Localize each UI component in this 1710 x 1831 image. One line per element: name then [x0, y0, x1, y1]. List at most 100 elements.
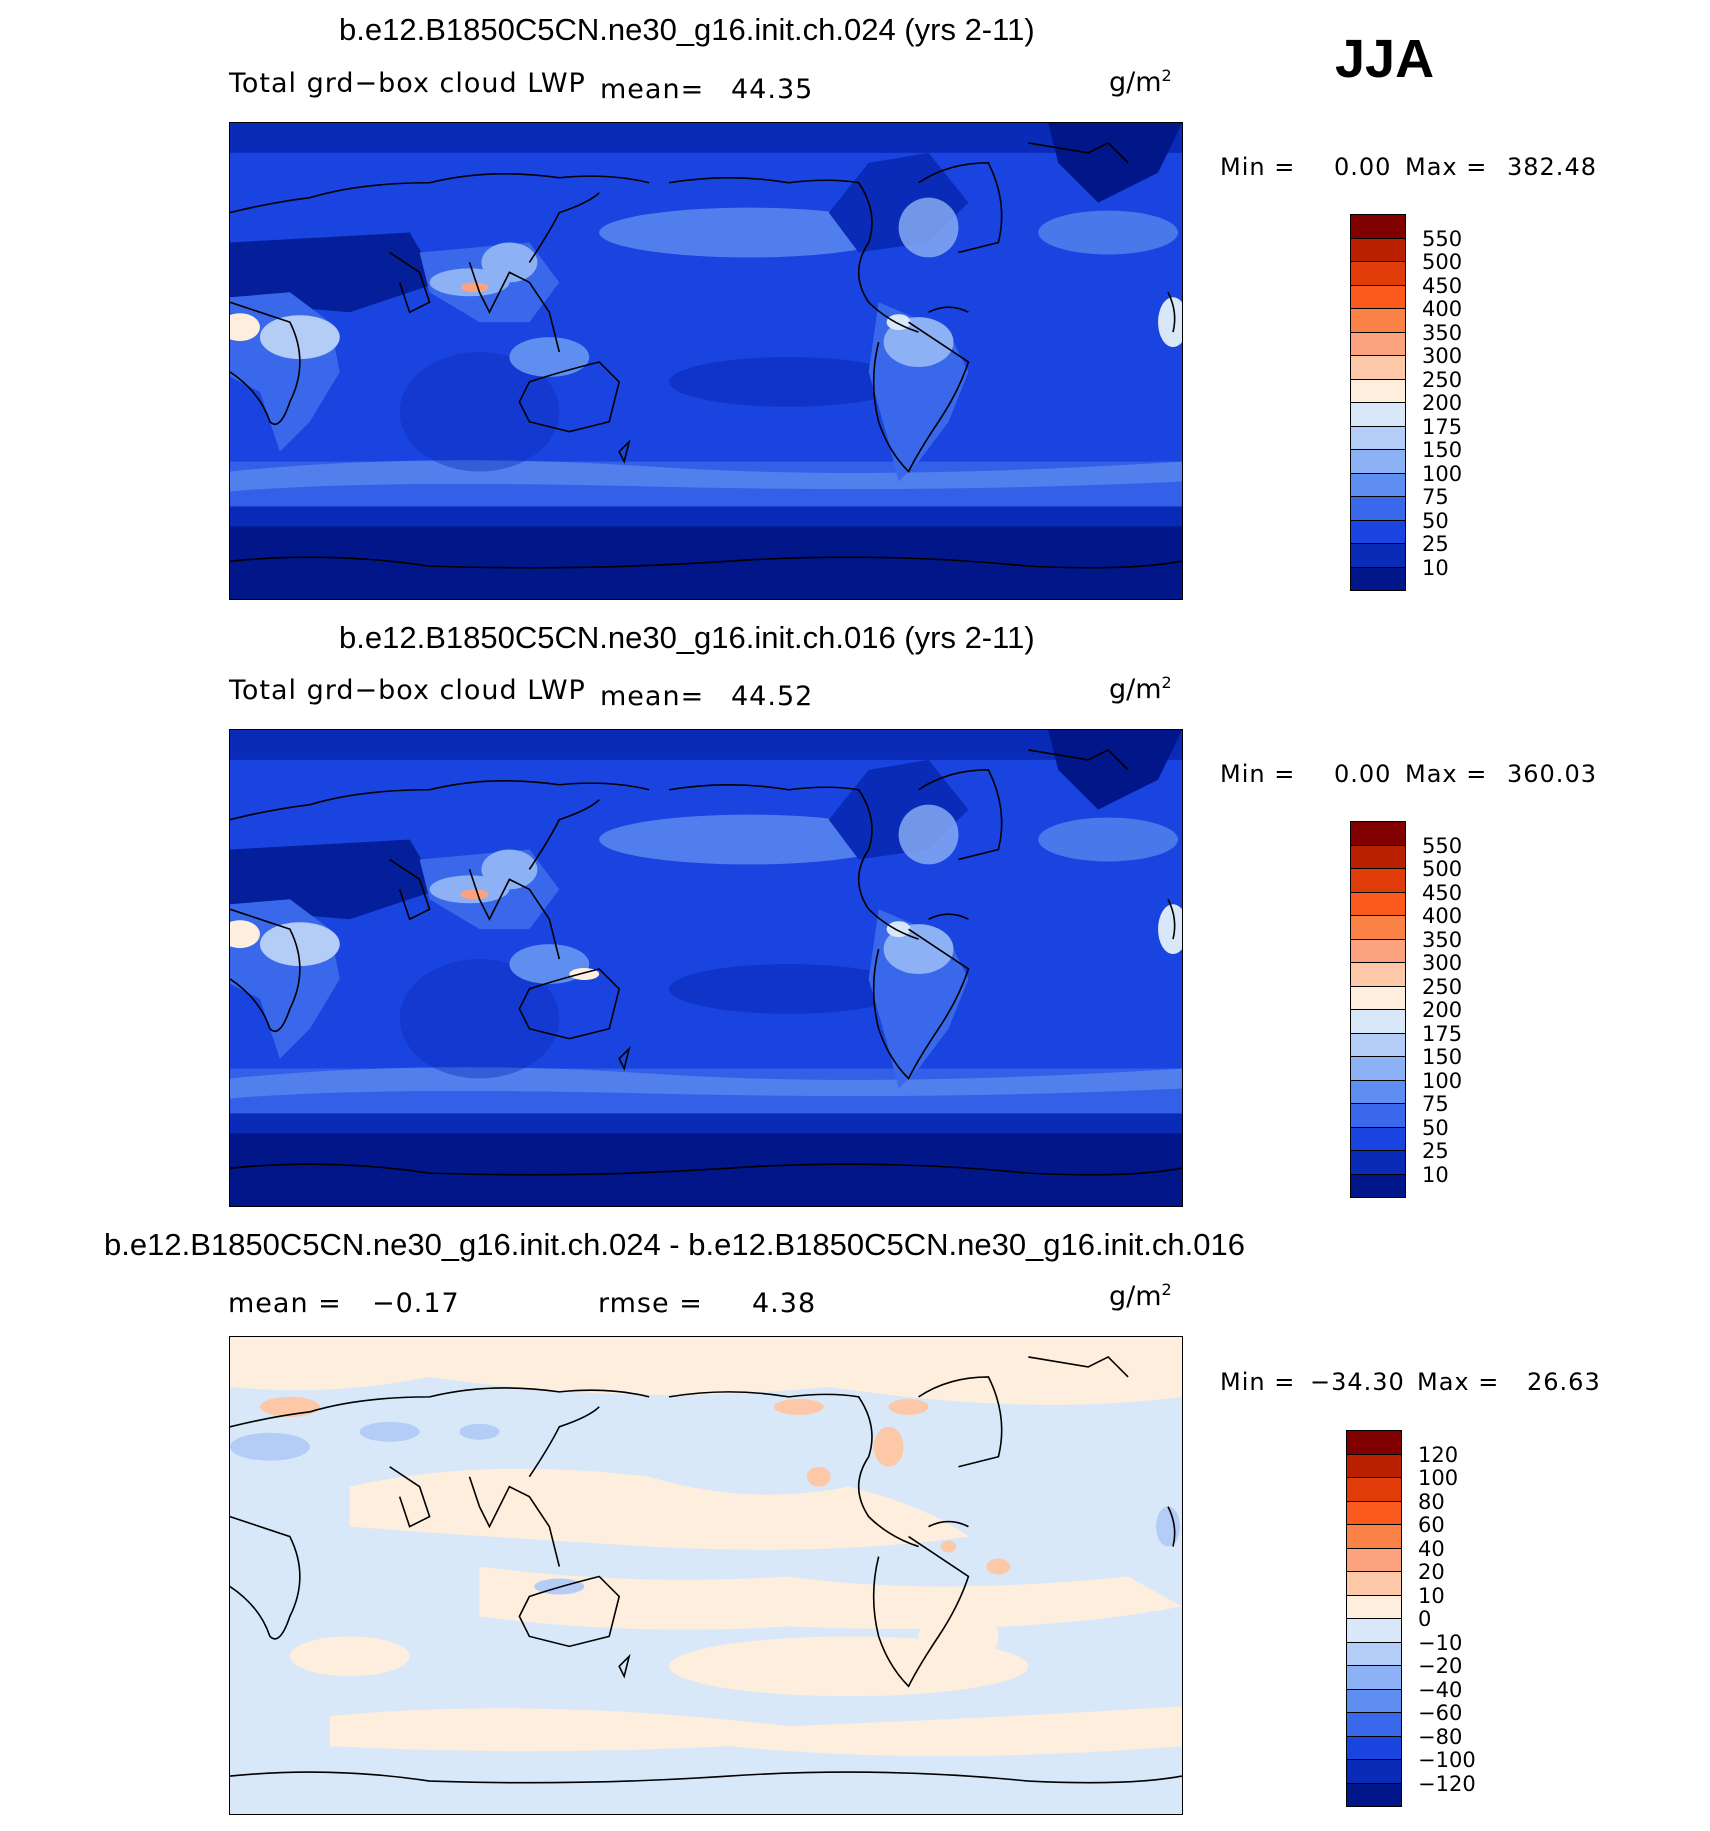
- colorbar-swatch: [1350, 472, 1406, 497]
- panel2-title: b.e12.B1850C5CN.ne30_g16.init.ch.016 (yr…: [339, 620, 1035, 655]
- colorbar-tick-label: 40: [1418, 1536, 1445, 1561]
- colorbar-tick-label: 50: [1422, 1115, 1449, 1140]
- panel3-mean-label: mean =: [228, 1288, 342, 1319]
- colorbar-swatch: [1346, 1759, 1402, 1784]
- panel3-min-value: −34.30: [1310, 1368, 1405, 1396]
- colorbar-swatch: [1350, 214, 1406, 239]
- colorbar-swatch: [1350, 284, 1406, 309]
- colorbar-tick-label: 175: [1422, 414, 1463, 439]
- colorbar-tick-label: 300: [1422, 344, 1463, 368]
- colorbar-swatch: [1346, 1665, 1402, 1690]
- colorbar-tick-label: 400: [1422, 904, 1463, 928]
- colorbar-tick-label: 350: [1422, 320, 1463, 345]
- colorbar-tick-label: 10: [1422, 555, 1449, 580]
- colorbar-swatch: [1350, 1150, 1406, 1175]
- colorbar-swatch: [1350, 331, 1406, 356]
- panel1-max-value: 382.48: [1507, 153, 1597, 181]
- colorbar-tick-label: 25: [1422, 532, 1449, 556]
- colorbar-tick-label: 500: [1422, 857, 1463, 881]
- colorbar-tick-label: 75: [1422, 485, 1449, 509]
- panel2-max-value: 360.03: [1507, 760, 1597, 788]
- colorbar-swatch: [1346, 1782, 1402, 1807]
- colorbar-tick-label: 120: [1418, 1442, 1459, 1467]
- colorbar-tick-label: 20: [1418, 1560, 1445, 1584]
- colorbar-tick-label: 100: [1422, 461, 1463, 486]
- colorbar-tick-label: −20: [1418, 1654, 1463, 1678]
- colorbar-swatch: [1346, 1547, 1402, 1572]
- colorbar-swatch: [1346, 1524, 1402, 1549]
- colorbar-swatch: [1350, 985, 1406, 1010]
- colorbar-tick-label: 50: [1422, 508, 1449, 533]
- colorbar-swatch: [1346, 1688, 1402, 1713]
- colorbar-swatch: [1350, 261, 1406, 286]
- colorbar-tick-label: −120: [1418, 1771, 1476, 1796]
- panel3-colorbar: 120 100 80 60 40 20 10 0 −10 −20 −40 −60 −80 −100 −120: [1346, 1430, 1476, 1807]
- colorbar-tick-label: 60: [1418, 1513, 1445, 1537]
- panel3-rmse-label: rmse =: [598, 1288, 703, 1319]
- colorbar-swatch: [1346, 1430, 1402, 1455]
- panel3-max-value: 26.63: [1527, 1368, 1601, 1396]
- colorbar-tick-label: 450: [1422, 273, 1463, 298]
- colorbar-tick-label: 550: [1422, 226, 1463, 251]
- colorbar-tick-label: 400: [1422, 297, 1463, 321]
- panel1-mean-value: 44.35: [731, 74, 814, 105]
- panel3-map: [229, 1336, 1183, 1815]
- panel3-units: g/m2: [1109, 1280, 1172, 1312]
- colorbar-swatch: [1346, 1712, 1402, 1737]
- panel1-colorbar: 550 500 450 400 350 300 250 200 175 150 100 75 50 25 1…: [1350, 214, 1462, 591]
- colorbar-tick-label: 200: [1422, 391, 1463, 415]
- panel3-rmse-value: 4.38: [752, 1288, 817, 1319]
- colorbar-tick-label: 300: [1422, 951, 1463, 975]
- panel1-mean-label: mean=: [600, 74, 705, 105]
- colorbar-swatch: [1350, 308, 1406, 333]
- colorbar-swatch: [1350, 1032, 1406, 1057]
- colorbar-swatch: [1350, 844, 1406, 869]
- panel3-title: b.e12.B1850C5CN.ne30_g16.init.ch.024 - b…: [104, 1227, 1245, 1262]
- colorbar-tick-label: 500: [1422, 250, 1463, 274]
- colorbar-tick-label: 350: [1422, 927, 1463, 952]
- colorbar-tick-label: 550: [1422, 833, 1463, 858]
- panel1-variable: Total grd−box cloud LWP: [229, 68, 586, 99]
- colorbar-swatch: [1350, 543, 1406, 568]
- colorbar-tick-label: 250: [1422, 974, 1463, 999]
- colorbar-tick-label: 10: [1422, 1162, 1449, 1187]
- colorbar-tick-label: 450: [1422, 880, 1463, 905]
- panel2-mean-label: mean=: [600, 681, 705, 712]
- colorbar-swatch: [1350, 519, 1406, 544]
- colorbar-swatch: [1350, 938, 1406, 963]
- colorbar-tick-label: 80: [1418, 1489, 1445, 1514]
- colorbar-swatch: [1346, 1500, 1402, 1525]
- panel2-min-value: 0.00: [1334, 760, 1392, 788]
- colorbar-swatch: [1346, 1453, 1402, 1478]
- colorbar-tick-label: −80: [1418, 1724, 1463, 1749]
- panel3-max-label: Max =: [1417, 1368, 1500, 1396]
- colorbar-tick-label: 25: [1422, 1139, 1449, 1163]
- colorbar-swatch: [1350, 868, 1406, 893]
- colorbar-swatch: [1346, 1477, 1402, 1502]
- colorbar-tick-label: −40: [1418, 1677, 1463, 1702]
- colorbar-swatch: [1350, 1103, 1406, 1128]
- panel2-max-label: Max =: [1405, 760, 1488, 788]
- colorbar-swatch: [1350, 1173, 1406, 1198]
- colorbar-swatch: [1350, 425, 1406, 450]
- panel1-units: g/m2: [1109, 66, 1172, 98]
- colorbar-tick-label: 175: [1422, 1021, 1463, 1046]
- colorbar-swatch: [1346, 1571, 1402, 1596]
- colorbar-tick-label: 100: [1422, 1068, 1463, 1093]
- colorbar-swatch: [1350, 1126, 1406, 1151]
- panel2-units: g/m2: [1109, 673, 1172, 705]
- panel2-mean-value: 44.52: [731, 681, 814, 712]
- colorbar-tick-label: 10: [1418, 1583, 1445, 1608]
- colorbar-swatch: [1350, 378, 1406, 403]
- colorbar-swatch: [1350, 891, 1406, 916]
- colorbar-swatch: [1350, 915, 1406, 940]
- colorbar-tick-label: 250: [1422, 367, 1463, 392]
- colorbar-swatch: [1346, 1735, 1402, 1760]
- colorbar-tick-label: 150: [1422, 1045, 1463, 1069]
- colorbar-swatch: [1350, 821, 1406, 846]
- panel1-title: b.e12.B1850C5CN.ne30_g16.init.ch.024 (yr…: [339, 12, 1035, 47]
- panel1-min-label: Min =: [1220, 153, 1296, 181]
- panel2-variable: Total grd−box cloud LWP: [229, 675, 586, 706]
- colorbar-swatch: [1346, 1618, 1402, 1643]
- panel2-colorbar: 550 500 450 400 350 300 250 200 175 150 100 75 50 25 1…: [1350, 821, 1462, 1198]
